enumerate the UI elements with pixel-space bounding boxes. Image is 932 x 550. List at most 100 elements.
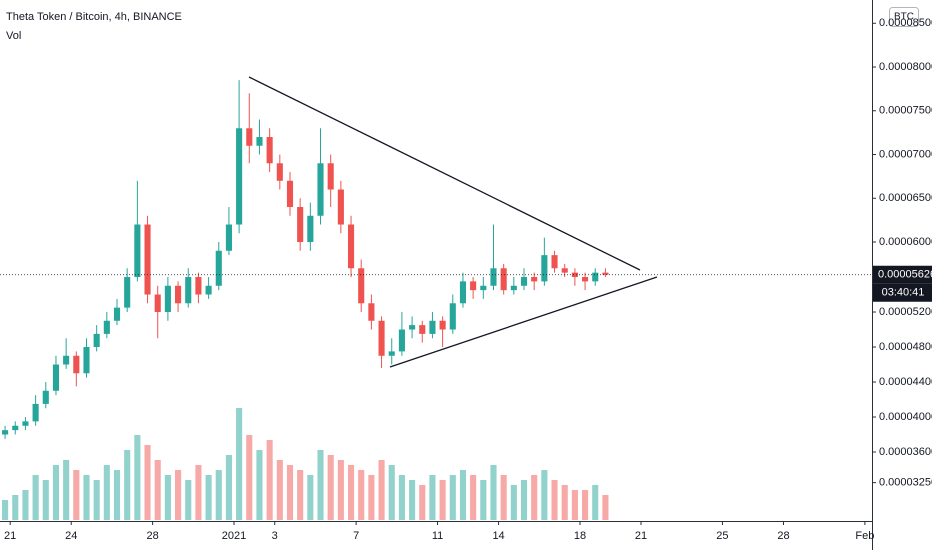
volume-bar	[276, 460, 283, 520]
x-tick-label: 21	[635, 530, 647, 542]
candle-body	[429, 320, 436, 334]
candle-body	[63, 355, 70, 365]
candle-body	[103, 320, 110, 334]
candle-body	[124, 277, 131, 308]
candle-body	[317, 163, 324, 216]
volume-bar	[531, 475, 538, 520]
volume-bar	[307, 475, 314, 520]
candle-body	[286, 180, 294, 208]
volume-bar	[63, 460, 70, 520]
candle-body	[32, 403, 39, 422]
volume-bar	[561, 485, 568, 520]
volume-bar	[317, 450, 324, 520]
candle-body	[358, 268, 365, 304]
candle-body	[327, 163, 334, 190]
volume-bar	[286, 465, 294, 520]
volume-bar	[388, 465, 395, 520]
volume-bar	[266, 440, 273, 520]
volume-bar	[185, 480, 192, 520]
y-tick-label: 0.00003250	[879, 477, 932, 489]
candle-body	[398, 329, 405, 352]
x-tick-label: 2021	[222, 530, 246, 542]
volume-bar	[144, 445, 151, 520]
candle-body	[520, 277, 528, 286]
volume-bar	[42, 480, 49, 520]
plot	[0, 80, 872, 520]
volume-bar	[175, 470, 182, 520]
candle-body	[93, 333, 100, 348]
candle-body	[500, 268, 507, 291]
candle-body	[266, 137, 273, 164]
x-tick-label: 14	[492, 530, 504, 542]
volume-bar	[205, 475, 212, 520]
volume-bar	[93, 480, 100, 520]
volume-bar	[398, 475, 405, 520]
candle-body	[2, 430, 9, 435]
candle-body	[470, 281, 477, 291]
candle-body	[551, 255, 558, 269]
y-tick-label: 0.00003600	[879, 446, 932, 458]
volume-bar	[327, 455, 334, 520]
volume-bar	[582, 490, 589, 520]
candle-body	[592, 272, 599, 282]
volume-bar	[73, 470, 80, 520]
candle-body	[531, 277, 538, 282]
candle-body	[276, 163, 283, 181]
volume-bar	[103, 465, 110, 520]
volume-bar	[2, 500, 9, 520]
currency-box[interactable]	[889, 7, 919, 27]
candle-body	[571, 272, 578, 278]
candle-body	[378, 320, 385, 356]
x-tick-label: 3	[272, 530, 278, 542]
x-tick-label: 28	[777, 530, 789, 542]
candle-body	[83, 347, 90, 374]
volume-bar	[449, 475, 456, 520]
volume-bar	[246, 435, 253, 520]
candle-body	[510, 285, 517, 291]
volume-bar	[297, 470, 304, 520]
volume-bar	[256, 450, 263, 520]
y-tick-label: 0.00006000	[879, 236, 932, 248]
x-tick-label: 28	[147, 530, 159, 542]
candle-body	[582, 277, 589, 282]
candle-body	[195, 277, 202, 295]
candle-body	[409, 325, 416, 330]
volume-bar	[459, 470, 467, 520]
candle-body	[12, 425, 19, 431]
x-tick-label: Feb	[855, 530, 874, 542]
volume-bar	[541, 470, 548, 520]
volume-bar	[12, 495, 19, 520]
candle-body	[215, 250, 222, 286]
volume-bar	[439, 480, 446, 520]
y-tick-label: 0.00008000	[879, 61, 932, 73]
candle-body	[42, 390, 49, 404]
trend-line	[248, 76, 641, 271]
candle-body	[113, 307, 121, 321]
volume-bar	[195, 465, 202, 520]
candle-body	[154, 294, 161, 313]
volume-bar	[602, 495, 609, 520]
volume-bar	[134, 435, 141, 520]
volume-bar	[419, 485, 426, 520]
volume-bar	[215, 470, 222, 520]
candle-body	[246, 128, 253, 146]
candle-body	[144, 224, 151, 295]
volume-bar	[520, 480, 528, 520]
candle-body	[439, 320, 446, 330]
candle-body	[185, 277, 192, 304]
volume-bar	[378, 460, 385, 520]
y-tick-label: 0.00004000	[879, 411, 932, 423]
candle-body	[175, 285, 182, 304]
volume-bar	[52, 465, 60, 520]
last-price-label: 0.00005626	[878, 269, 932, 281]
candle-body	[205, 285, 212, 295]
volume-bar	[113, 470, 121, 520]
candle-body	[368, 303, 375, 321]
x-tick-label: 21	[4, 530, 16, 542]
volume-bar	[470, 475, 477, 520]
candle-body	[22, 421, 29, 426]
volume-bar	[347, 465, 355, 520]
candle-body	[541, 255, 548, 282]
